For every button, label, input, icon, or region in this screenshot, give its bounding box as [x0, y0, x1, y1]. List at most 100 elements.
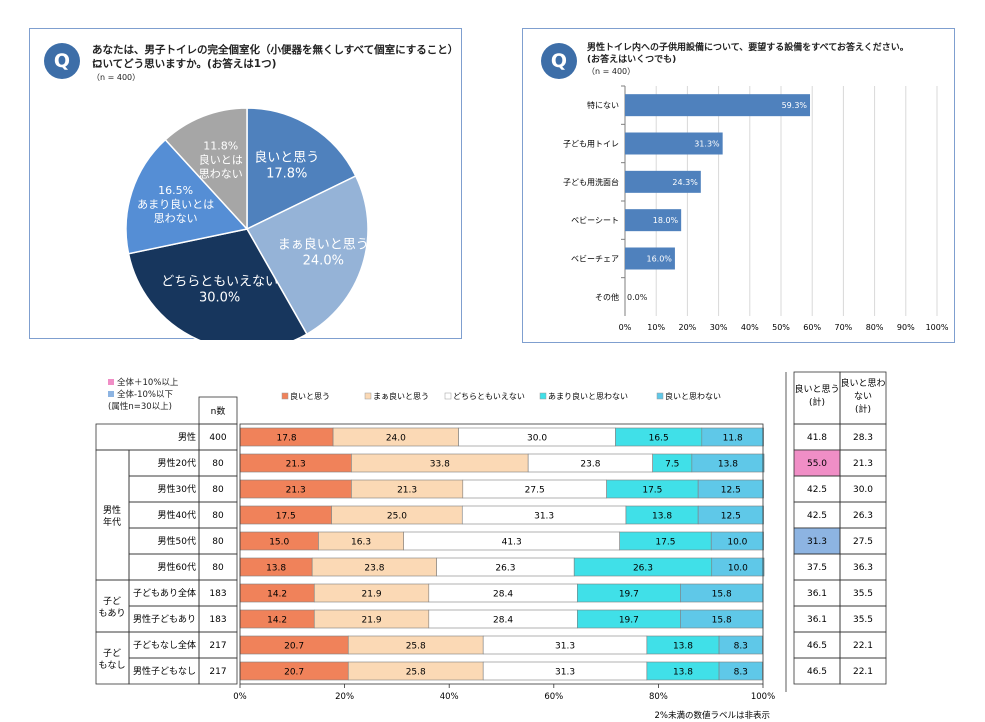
row-label: 男性40代 — [158, 509, 196, 521]
legend-note: (属性n=30以上) — [108, 402, 172, 412]
group-label-line2: もなし — [98, 660, 125, 671]
stack-segment-label: 25.8 — [406, 668, 426, 678]
pie-slice-label: 24.0% — [303, 254, 344, 269]
series-legend-label: あまり良いと思わない — [548, 391, 628, 401]
x-tick-label: 30% — [710, 323, 728, 332]
notgood-total-value: 35.5 — [853, 615, 873, 625]
stack-segment-label: 20.7 — [284, 642, 304, 652]
stack-segment-label: 21.9 — [362, 590, 382, 600]
q2-question-line1: 男性トイレ内への子供用設備について、要望する設備をすべてお答えください。 — [587, 43, 909, 53]
good-header-line2: (計) — [809, 396, 825, 408]
x-tick-label: 70% — [835, 323, 853, 332]
n-value: 217 — [209, 641, 226, 651]
pie-slice — [164, 107, 248, 231]
stack-segment-label: 8.3 — [734, 642, 748, 652]
pie-slice-label: 11.8% — [203, 139, 238, 152]
stack-segment-label: 12.5 — [721, 486, 741, 496]
q1-question-line2: ついてどう思いますか。(お答えは1つ) — [92, 58, 277, 70]
notgood-total-value: 28.3 — [853, 433, 873, 443]
q1-n: （n = 400） — [92, 73, 141, 82]
stack-segment — [697, 479, 764, 499]
pie-slice-label: どちらともいえない — [161, 275, 278, 290]
row-label: 子どもなし全体 — [133, 639, 196, 651]
group-label-line1: 男性 — [103, 504, 121, 516]
x-tick-label: 0% — [233, 692, 247, 702]
notgood-total-value: 26.3 — [853, 511, 873, 521]
notgood-total-value: 35.5 — [853, 589, 873, 599]
row-label: 男性50代 — [158, 535, 196, 547]
stack-segment-label: 15.8 — [712, 590, 732, 600]
stack-segment — [691, 453, 765, 473]
series-legend-label: まぁ良いと思う — [373, 391, 429, 401]
stack-segment-label: 30.0 — [527, 434, 547, 444]
good-total-value: 46.5 — [807, 641, 827, 651]
x-tick-label: 100% — [926, 323, 949, 332]
stack-segment-label: 15.0 — [269, 538, 289, 548]
series-legend-swatch — [539, 392, 547, 400]
stack-segment-label: 25.0 — [387, 512, 407, 522]
group-label-line2: 年代 — [103, 516, 121, 528]
bar — [625, 94, 811, 117]
stack-segment-label: 13.8 — [266, 564, 286, 574]
x-tick-label: 40% — [440, 692, 459, 702]
stack-segment-label: 31.3 — [555, 668, 575, 678]
n-header: n数 — [211, 405, 226, 417]
x-tick-label: 60% — [803, 323, 821, 332]
notgood-total-value: 30.0 — [853, 485, 873, 495]
pie-slice-label: 良いと思う — [254, 149, 319, 165]
stack-segment-label: 20.7 — [284, 668, 304, 678]
category-label: 特にない — [587, 100, 619, 110]
stack-segment-label: 13.8 — [652, 512, 672, 522]
group-label-line1: 子ど — [103, 596, 121, 607]
row-label: 男性20代 — [158, 457, 196, 469]
notgood-total-value: 36.3 — [853, 563, 873, 573]
row-label: 子どもあり全体 — [133, 587, 196, 599]
stack-segment-label: 21.3 — [286, 460, 306, 470]
x-tick-label: 20% — [335, 692, 354, 702]
stack-segment — [701, 427, 764, 447]
stack-segment-label: 41.3 — [502, 538, 522, 548]
bar-value-label: 0.0% — [627, 293, 648, 302]
pie-slice — [245, 174, 369, 336]
x-tick-label: 50% — [772, 323, 790, 332]
pie-slice — [127, 228, 308, 340]
series-legend-swatch — [281, 392, 289, 400]
n-value: 80 — [212, 511, 224, 521]
stack-segment-label: 19.7 — [619, 590, 639, 600]
stack-segment-label: 25.8 — [406, 642, 426, 652]
n-value: 80 — [212, 459, 224, 469]
stack-segment-label: 16.3 — [351, 538, 371, 548]
row-label: 男性 — [178, 431, 196, 443]
q2-badge: Q — [541, 43, 577, 79]
notgood-total-value: 27.5 — [853, 537, 873, 547]
stack-segment-label: 31.3 — [555, 642, 575, 652]
stack-segment-label: 14.2 — [267, 616, 287, 626]
stack-segment-label: 17.5 — [276, 512, 296, 522]
stack-segment-label: 8.3 — [734, 668, 748, 678]
stack-segment-label: 27.5 — [525, 486, 545, 496]
stack-segment-label: 13.8 — [673, 668, 693, 678]
x-tick-label: 0% — [619, 323, 632, 332]
q1-badge: Q — [44, 43, 80, 79]
good-header-line1: 良いと思う — [794, 383, 839, 395]
stack-segment-label: 10.0 — [728, 564, 748, 574]
q2-panel: Q 男性トイレ内への子供用設備について、要望する設備をすべてお答えください。 (… — [522, 28, 955, 343]
stack-segment-label: 17.8 — [277, 434, 297, 444]
row-label: 男性60代 — [158, 561, 196, 573]
pie-slice-label: まぁ良いと思う — [278, 237, 369, 253]
stack-segment-label: 14.2 — [267, 590, 287, 600]
bar — [625, 209, 682, 232]
stack-segment-label: 26.3 — [495, 564, 515, 574]
q2-question-line2: (お答えはいくつでも) — [587, 55, 677, 65]
series-legend-label: 良いと思う — [290, 391, 330, 401]
bar-value-label: 31.3% — [694, 140, 720, 149]
n-value: 80 — [212, 537, 224, 547]
pie-slice-label: 17.8% — [266, 166, 307, 181]
pie-slice-label: 思わない — [199, 167, 243, 180]
n-value: 80 — [212, 485, 224, 495]
stack-segment-label: 21.9 — [362, 616, 382, 626]
footnote: 2%未満の数値ラベルは非表示 — [655, 710, 771, 721]
notgood-total-value: 21.3 — [853, 459, 873, 469]
